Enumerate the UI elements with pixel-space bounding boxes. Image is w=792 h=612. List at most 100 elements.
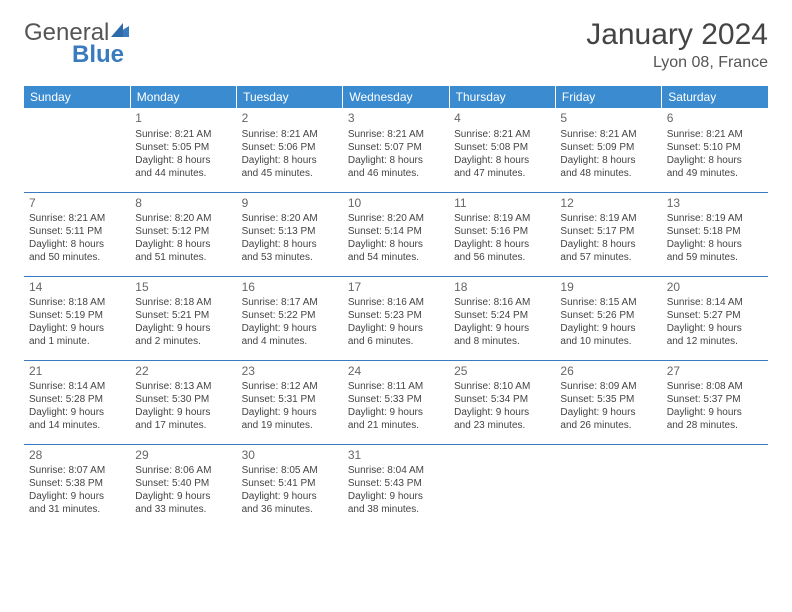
- logo-text-blue: Blue: [72, 43, 124, 67]
- calendar-day-cell: [24, 108, 130, 192]
- daylight-text-1: Daylight: 8 hours: [454, 154, 550, 167]
- title-block: January 2024 Lyon 08, France: [586, 18, 768, 72]
- day-number: 6: [667, 111, 763, 127]
- sunset-text: Sunset: 5:12 PM: [135, 225, 231, 238]
- day-number: 14: [29, 280, 125, 296]
- daylight-text-2: and 33 minutes.: [135, 503, 231, 516]
- daylight-text-1: Daylight: 8 hours: [454, 238, 550, 251]
- logo-mark-icon: [111, 18, 129, 42]
- logo: GeneralBlue: [24, 18, 129, 67]
- calendar-day-cell: [449, 444, 555, 528]
- sunset-text: Sunset: 5:43 PM: [348, 477, 444, 490]
- daylight-text-1: Daylight: 9 hours: [242, 490, 338, 503]
- sunrise-text: Sunrise: 8:09 AM: [560, 380, 656, 393]
- calendar-day-cell: 23Sunrise: 8:12 AMSunset: 5:31 PMDayligh…: [237, 360, 343, 444]
- sunset-text: Sunset: 5:13 PM: [242, 225, 338, 238]
- daylight-text-1: Daylight: 8 hours: [348, 154, 444, 167]
- sunrise-text: Sunrise: 8:10 AM: [454, 380, 550, 393]
- calendar-day-cell: 6Sunrise: 8:21 AMSunset: 5:10 PMDaylight…: [662, 108, 768, 192]
- sunset-text: Sunset: 5:18 PM: [667, 225, 763, 238]
- daylight-text-1: Daylight: 9 hours: [242, 322, 338, 335]
- day-header: Thursday: [449, 86, 555, 108]
- sunset-text: Sunset: 5:35 PM: [560, 393, 656, 406]
- daylight-text-1: Daylight: 8 hours: [135, 238, 231, 251]
- sunrise-text: Sunrise: 8:17 AM: [242, 296, 338, 309]
- sunrise-text: Sunrise: 8:19 AM: [454, 212, 550, 225]
- calendar-day-cell: 17Sunrise: 8:16 AMSunset: 5:23 PMDayligh…: [343, 276, 449, 360]
- daylight-text-1: Daylight: 9 hours: [135, 490, 231, 503]
- daylight-text-1: Daylight: 8 hours: [667, 238, 763, 251]
- day-number: 7: [29, 196, 125, 212]
- sunrise-text: Sunrise: 8:21 AM: [242, 128, 338, 141]
- daylight-text-1: Daylight: 9 hours: [29, 490, 125, 503]
- calendar-head: SundayMondayTuesdayWednesdayThursdayFrid…: [24, 86, 768, 108]
- day-number: 18: [454, 280, 550, 296]
- daylight-text-1: Daylight: 8 hours: [348, 238, 444, 251]
- daylight-text-2: and 57 minutes.: [560, 251, 656, 264]
- sunset-text: Sunset: 5:19 PM: [29, 309, 125, 322]
- sunrise-text: Sunrise: 8:21 AM: [454, 128, 550, 141]
- sunset-text: Sunset: 5:31 PM: [242, 393, 338, 406]
- sunset-text: Sunset: 5:41 PM: [242, 477, 338, 490]
- sunrise-text: Sunrise: 8:21 AM: [29, 212, 125, 225]
- daylight-text-1: Daylight: 9 hours: [29, 322, 125, 335]
- sunrise-text: Sunrise: 8:13 AM: [135, 380, 231, 393]
- calendar-day-cell: 28Sunrise: 8:07 AMSunset: 5:38 PMDayligh…: [24, 444, 130, 528]
- daylight-text-2: and 53 minutes.: [242, 251, 338, 264]
- calendar-day-cell: 31Sunrise: 8:04 AMSunset: 5:43 PMDayligh…: [343, 444, 449, 528]
- calendar-day-cell: 5Sunrise: 8:21 AMSunset: 5:09 PMDaylight…: [555, 108, 661, 192]
- calendar-day-cell: 20Sunrise: 8:14 AMSunset: 5:27 PMDayligh…: [662, 276, 768, 360]
- calendar-day-cell: [662, 444, 768, 528]
- header: GeneralBlue January 2024 Lyon 08, France: [24, 18, 768, 72]
- calendar-day-cell: 4Sunrise: 8:21 AMSunset: 5:08 PMDaylight…: [449, 108, 555, 192]
- sunrise-text: Sunrise: 8:14 AM: [667, 296, 763, 309]
- daylight-text-1: Daylight: 8 hours: [560, 154, 656, 167]
- day-number: 9: [242, 196, 338, 212]
- day-number: 2: [242, 111, 338, 127]
- sunrise-text: Sunrise: 8:07 AM: [29, 464, 125, 477]
- daylight-text-2: and 44 minutes.: [135, 167, 231, 180]
- day-number: 20: [667, 280, 763, 296]
- sunset-text: Sunset: 5:07 PM: [348, 141, 444, 154]
- daylight-text-1: Daylight: 9 hours: [29, 406, 125, 419]
- calendar-day-cell: 22Sunrise: 8:13 AMSunset: 5:30 PMDayligh…: [130, 360, 236, 444]
- day-number: 24: [348, 364, 444, 380]
- day-number: 29: [135, 448, 231, 464]
- day-header: Saturday: [662, 86, 768, 108]
- sunrise-text: Sunrise: 8:12 AM: [242, 380, 338, 393]
- sunrise-text: Sunrise: 8:19 AM: [667, 212, 763, 225]
- daylight-text-2: and 45 minutes.: [242, 167, 338, 180]
- calendar-week-row: 1Sunrise: 8:21 AMSunset: 5:05 PMDaylight…: [24, 108, 768, 192]
- sunrise-text: Sunrise: 8:18 AM: [29, 296, 125, 309]
- sunset-text: Sunset: 5:05 PM: [135, 141, 231, 154]
- calendar-week-row: 7Sunrise: 8:21 AMSunset: 5:11 PMDaylight…: [24, 192, 768, 276]
- page-title: January 2024: [586, 18, 768, 52]
- calendar-week-row: 14Sunrise: 8:18 AMSunset: 5:19 PMDayligh…: [24, 276, 768, 360]
- calendar-day-cell: 13Sunrise: 8:19 AMSunset: 5:18 PMDayligh…: [662, 192, 768, 276]
- calendar-day-cell: 10Sunrise: 8:20 AMSunset: 5:14 PMDayligh…: [343, 192, 449, 276]
- day-number: 17: [348, 280, 444, 296]
- day-number: 3: [348, 111, 444, 127]
- sunrise-text: Sunrise: 8:21 AM: [348, 128, 444, 141]
- daylight-text-2: and 23 minutes.: [454, 419, 550, 432]
- sunset-text: Sunset: 5:26 PM: [560, 309, 656, 322]
- daylight-text-2: and 50 minutes.: [29, 251, 125, 264]
- sunset-text: Sunset: 5:22 PM: [242, 309, 338, 322]
- sunset-text: Sunset: 5:14 PM: [348, 225, 444, 238]
- location-label: Lyon 08, France: [586, 54, 768, 72]
- daylight-text-1: Daylight: 9 hours: [454, 322, 550, 335]
- daylight-text-1: Daylight: 9 hours: [667, 322, 763, 335]
- daylight-text-2: and 31 minutes.: [29, 503, 125, 516]
- sunrise-text: Sunrise: 8:11 AM: [348, 380, 444, 393]
- day-number: 13: [667, 196, 763, 212]
- day-number: 10: [348, 196, 444, 212]
- calendar-day-cell: 9Sunrise: 8:20 AMSunset: 5:13 PMDaylight…: [237, 192, 343, 276]
- day-header: Sunday: [24, 86, 130, 108]
- calendar-body: 1Sunrise: 8:21 AMSunset: 5:05 PMDaylight…: [24, 108, 768, 528]
- day-number: 27: [667, 364, 763, 380]
- calendar-day-cell: 11Sunrise: 8:19 AMSunset: 5:16 PMDayligh…: [449, 192, 555, 276]
- sunset-text: Sunset: 5:17 PM: [560, 225, 656, 238]
- sunrise-text: Sunrise: 8:14 AM: [29, 380, 125, 393]
- daylight-text-1: Daylight: 8 hours: [29, 238, 125, 251]
- calendar-day-cell: 18Sunrise: 8:16 AMSunset: 5:24 PMDayligh…: [449, 276, 555, 360]
